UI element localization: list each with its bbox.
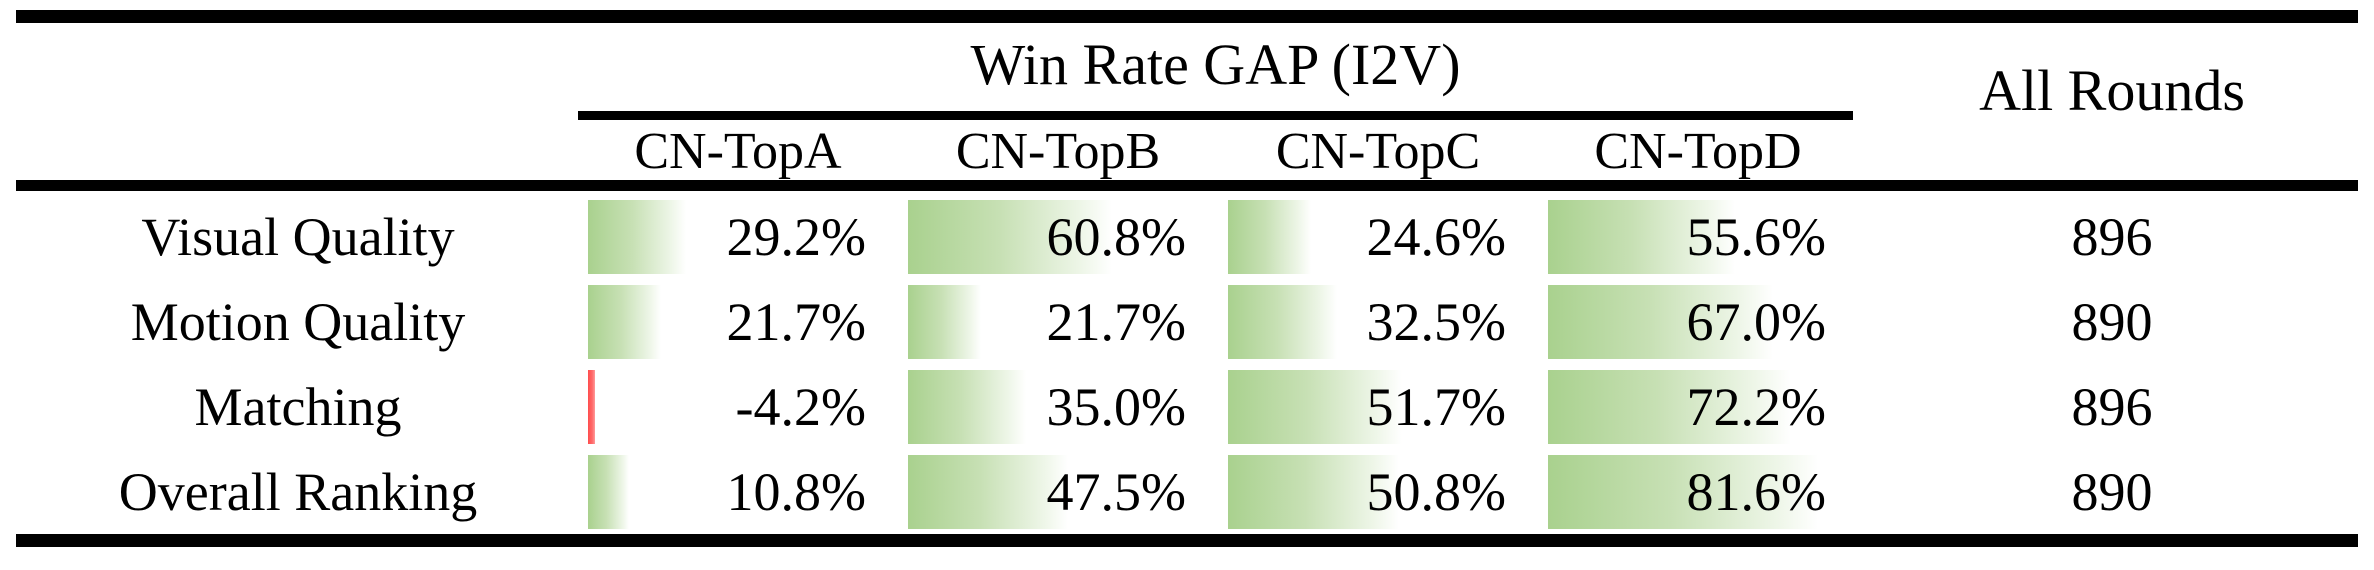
table-bottom-rule: [16, 534, 2358, 547]
value-bar-negative: [588, 370, 595, 444]
cell-value: 55.6%: [1686, 207, 1826, 267]
cell-value: 35.0%: [1046, 377, 1186, 437]
cell-value: 51.7%: [1366, 377, 1506, 437]
all-rounds-value: 890: [2071, 462, 2153, 522]
value-bar: [1228, 455, 1399, 529]
value-bar: [908, 285, 981, 359]
value-bar: [1548, 455, 1818, 529]
cell-value: 72.2%: [1686, 377, 1826, 437]
table-cell: 32.5%: [1228, 281, 1528, 363]
table-cell: 50.8%: [1228, 451, 1528, 533]
table-cell: 51.7%: [1228, 366, 1528, 448]
cell-value: 81.6%: [1686, 462, 1826, 522]
cell-value: -4.2%: [735, 377, 866, 437]
value-bar: [1548, 370, 1791, 444]
table-cell: 67.0%: [1548, 281, 1848, 363]
group-header-win-rate-gap: Win Rate GAP (I2V): [970, 32, 1461, 97]
value-bar: [1548, 285, 1773, 359]
table-cell: 81.6%: [1548, 451, 1848, 533]
value-bar: [588, 200, 686, 274]
column-header-all-rounds: All Rounds: [1979, 58, 2245, 123]
table-cell: 21.7%: [908, 281, 1208, 363]
cell-value: 60.8%: [1046, 207, 1186, 267]
table-top-rule: [16, 10, 2358, 23]
cell-value: 21.7%: [1046, 292, 1186, 352]
cell-value: 21.7%: [726, 292, 866, 352]
table-cell: 60.8%: [908, 196, 1208, 278]
value-bar: [1228, 370, 1402, 444]
all-rounds-value: 890: [2071, 292, 2153, 352]
table-cell: 10.8%: [588, 451, 888, 533]
value-bar: [1228, 200, 1311, 274]
table-cell: 35.0%: [908, 366, 1208, 448]
table-cell: -4.2%: [588, 366, 888, 448]
group-header-midrule: [578, 111, 1853, 120]
table-cell: 72.2%: [1548, 366, 1848, 448]
value-bar: [908, 370, 1026, 444]
column-header-cn-topa: CN-TopA: [634, 123, 842, 180]
all-rounds-value: 896: [2071, 377, 2153, 437]
table-cell: 21.7%: [588, 281, 888, 363]
column-header-cn-topb: CN-TopB: [955, 123, 1161, 180]
cell-value: 50.8%: [1366, 462, 1506, 522]
table-cell: 47.5%: [908, 451, 1208, 533]
value-bar: [908, 455, 1068, 529]
value-bar: [588, 285, 661, 359]
table-cell: 55.6%: [1548, 196, 1848, 278]
row-label-matching: Matching: [194, 377, 402, 437]
value-bar: [588, 455, 629, 529]
value-bar: [908, 200, 1112, 274]
column-header-cn-topc: CN-TopC: [1275, 123, 1481, 180]
cell-value: 29.2%: [726, 207, 866, 267]
value-bar: [1548, 200, 1735, 274]
column-header-cn-topd: CN-TopD: [1594, 123, 1802, 180]
cell-value: 10.8%: [726, 462, 866, 522]
cell-value: 67.0%: [1686, 292, 1826, 352]
all-rounds-value: 896: [2071, 207, 2153, 267]
header-body-rule: [16, 180, 2358, 191]
cell-value: 47.5%: [1046, 462, 1186, 522]
cell-value: 24.6%: [1366, 207, 1506, 267]
cell-value: 32.5%: [1366, 292, 1506, 352]
value-bar: [1228, 285, 1337, 359]
row-label-overall-ranking: Overall Ranking: [118, 462, 478, 522]
row-label-motion-quality: Motion Quality: [130, 292, 466, 352]
table-cell: 24.6%: [1228, 196, 1528, 278]
table-cell: 29.2%: [588, 196, 888, 278]
row-label-visual-quality: Visual Quality: [141, 207, 455, 267]
